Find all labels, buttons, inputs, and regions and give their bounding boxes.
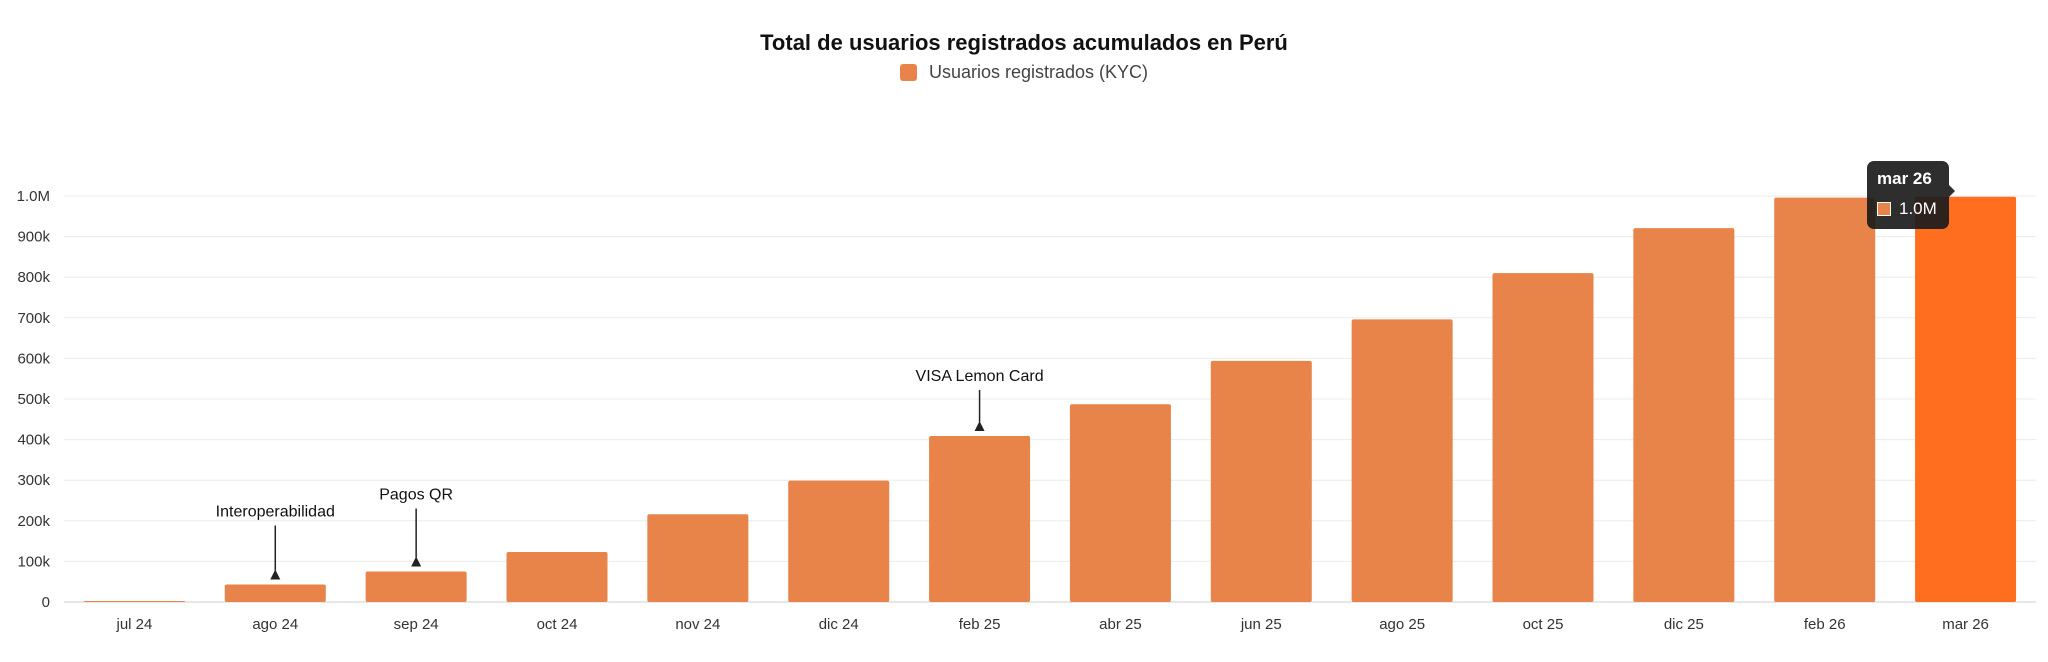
bar-oct-24[interactable] [506,552,608,602]
tooltip: mar 26 1.0M [1867,161,1955,229]
annotation-arrow-1 [411,556,422,567]
x-tick-label: nov 24 [675,616,720,633]
x-tick-label: dic 24 [819,616,859,633]
x-tick-label: abr 25 [1099,616,1142,633]
y-tick-label: 700k [17,310,50,327]
y-tick-label: 500k [17,391,50,408]
tooltip-title: mar 26 [1877,169,1932,188]
bar-nov-24[interactable] [647,514,749,602]
bar-dic-24[interactable] [788,480,890,602]
bar-ago-25[interactable] [1351,319,1453,602]
annotation-label: Pagos QR [379,487,453,504]
chart-title: Total de usuarios registrados acumulados… [760,30,1288,55]
tooltip-value: 1.0M [1899,199,1937,218]
legend[interactable]: Usuarios registrados (KYC) [0,62,2048,83]
annotation-label: VISA Lemon Card [916,368,1044,385]
x-tick-label: mar 26 [1942,616,1989,633]
legend-label: Usuarios registrados (KYC) [928,62,1149,82]
bar-jul-24[interactable] [83,601,185,602]
bar-feb-25[interactable] [929,435,1031,602]
y-tick-label: 200k [17,513,50,530]
x-tick-label: ago 25 [1379,616,1425,633]
bar-feb-26[interactable] [1774,197,1876,602]
y-tick-label: 1.0M [17,188,50,205]
bar-abr-25[interactable] [1069,404,1171,602]
x-tick-label: jun 25 [1240,616,1282,633]
bar-dic-25[interactable] [1633,228,1735,602]
x-tick-label: feb 25 [959,616,1001,633]
legend-swatch [899,64,917,81]
x-tick-label: feb 26 [1804,616,1846,633]
x-tick-label: jul 24 [115,616,152,633]
annotation-arrow-0 [270,569,281,580]
y-tick-label: 800k [17,269,50,286]
x-tick-label: ago 24 [252,616,298,633]
y-tick-label: 400k [17,432,50,449]
bar-sep-24[interactable] [365,571,467,602]
x-tick-label: oct 24 [537,616,578,633]
y-tick-label: 600k [17,350,50,367]
x-tick-label: dic 25 [1664,616,1704,633]
y-tick-label: 300k [17,472,50,489]
bar-ago-24[interactable] [224,584,326,602]
bar-oct-25[interactable] [1492,273,1594,602]
annotation-arrow-2 [974,420,985,431]
y-tick-label: 0 [42,594,50,611]
tooltip-row: 1.0M [1877,199,1937,219]
bar-jun-25[interactable] [1210,360,1312,602]
x-tick-label: sep 24 [394,616,439,633]
bar-mar-26[interactable] [1915,196,2017,602]
y-tick-label: 100k [17,553,50,570]
tooltip-swatch [1877,202,1891,216]
x-tick-label: oct 25 [1523,616,1564,633]
y-tick-label: 900k [17,229,50,246]
annotation-label: Interoperabilidad [216,504,335,521]
